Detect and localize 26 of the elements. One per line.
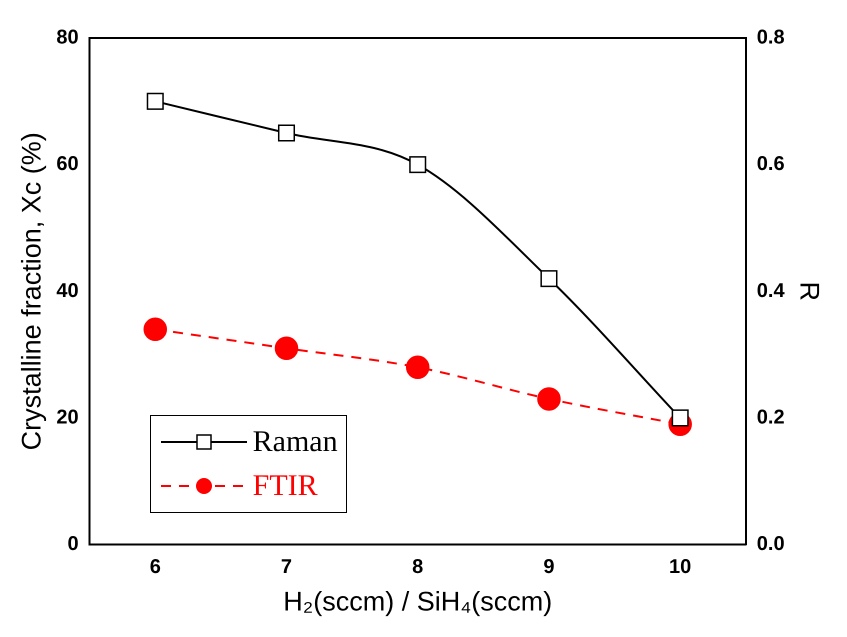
point xyxy=(537,387,561,411)
y2-tick-label: 0.6 xyxy=(756,153,785,176)
x-tick-label: 8 xyxy=(412,556,424,578)
x-axis-title: H₂(sccm) / SiH₄(sccm) xyxy=(283,586,552,616)
y-axis-title: Crystalline fraction, Xc (%) xyxy=(16,132,47,450)
y-tick-label: 0 xyxy=(68,533,79,556)
y-tick-label: 20 xyxy=(56,406,79,428)
point xyxy=(144,318,168,342)
point xyxy=(409,156,426,174)
y-tick-label: 80 xyxy=(56,26,79,49)
point xyxy=(274,336,298,360)
legend-label: FTIR xyxy=(252,468,318,503)
y-tick-label: 40 xyxy=(56,280,79,302)
y-tick-label: 60 xyxy=(56,153,79,176)
y2-tick-label: 0.8 xyxy=(756,26,785,49)
y2-tick-label: 0.0 xyxy=(756,533,785,556)
y2-tick-label: 0.2 xyxy=(756,406,785,428)
point xyxy=(540,270,558,288)
y2-axis-title: R xyxy=(794,282,824,302)
point xyxy=(406,356,430,380)
x-tick-label: 7 xyxy=(280,556,292,578)
x-tick-label: 6 xyxy=(150,556,161,578)
y2-tick-label: 0.4 xyxy=(756,280,786,302)
legend-label: Raman xyxy=(252,424,338,459)
x-tick-label: 9 xyxy=(543,556,555,578)
x-tick-label: 10 xyxy=(669,556,692,578)
